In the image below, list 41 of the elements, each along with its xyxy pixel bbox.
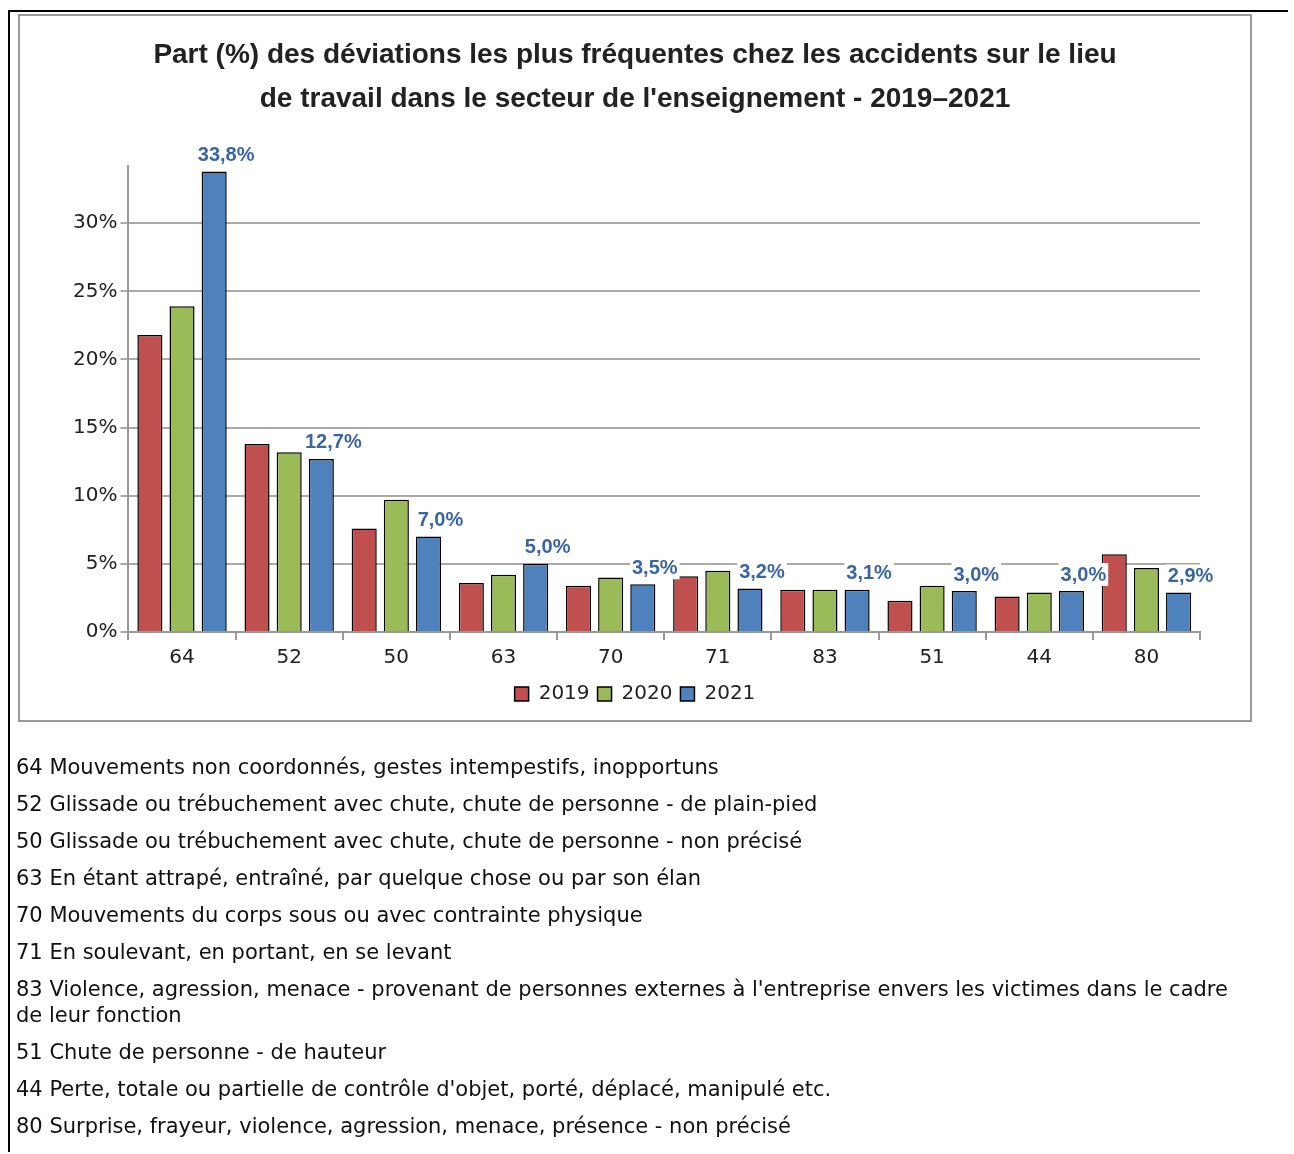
data-label: 5,0% xyxy=(524,535,571,558)
text: 52 Glissade ou trébuchement avec chute, chute de personne - de plain-pied xyxy=(16,791,819,817)
text: 63 En étant attrapé, entraîné, par quelque chose ou par son élan xyxy=(16,865,703,891)
y-tick-label: 5% xyxy=(85,550,118,575)
text: 71 En soulevant, en portant, en se levant xyxy=(16,939,453,965)
data-label: 3,1% xyxy=(846,561,893,584)
y-tick-label: 10% xyxy=(73,481,118,506)
text: 64 Mouvements non coordonnés, gestes intempestifs, inopportuns xyxy=(16,754,720,780)
text: 51 Chute de personne - de hauteur xyxy=(16,1039,388,1065)
x-tick-label: 71 xyxy=(705,644,731,669)
chart-title: Part (%) des déviations les plus fréquentes chez les accidents sur le lieu de travail dans le secteur de l'enseignement - 2019–2021 xyxy=(152,37,1118,115)
x-tick-label: 83 xyxy=(812,644,838,669)
y-tick-label: 0% xyxy=(85,618,118,643)
text: 83 Violence, agression, menace - provenant de personnes externes à l'entreprise envers les victimes dans le cadre de leur fonction xyxy=(16,976,1229,1028)
x-tick-label: 63 xyxy=(490,644,517,669)
x-tick-label: 70 xyxy=(597,644,624,669)
text: 80 Surprise, frayeur, violence, agression, menace, présence - non précisé xyxy=(16,1113,792,1139)
data-label: 12,7% xyxy=(304,430,362,453)
x-tick-label: 50 xyxy=(383,644,410,669)
y-tick-label: 20% xyxy=(73,345,118,370)
data-label: 33,8% xyxy=(197,142,255,165)
x-tick-label: 51 xyxy=(919,644,945,669)
x-tick-label: 64 xyxy=(169,644,195,669)
legend-label: 2021 xyxy=(704,680,756,705)
data-label: 7,0% xyxy=(417,508,464,531)
text: 44 Perte, totale ou partielle de contrôle d'objet, porté, déplacé, manipulé etc. xyxy=(16,1076,833,1102)
x-tick-label: 44 xyxy=(1026,644,1052,669)
data-label: 3,0% xyxy=(953,562,1000,585)
data-label: 3,2% xyxy=(739,559,785,582)
legend-label: 2019 xyxy=(538,680,590,705)
legend-label: 2020 xyxy=(621,680,673,705)
y-tick-label: 15% xyxy=(73,413,118,438)
data-label: 2,9% xyxy=(1167,564,1214,586)
x-tick-label: 52 xyxy=(276,644,302,669)
y-tick-label: 30% xyxy=(73,209,118,234)
text: 50 Glissade ou trébuchement avec chute, chute de personne - non précisé xyxy=(16,828,804,854)
text: 70 Mouvements du corps sous ou avec contrainte physique xyxy=(16,902,644,928)
x-tick-label: 80 xyxy=(1133,644,1160,669)
data-label: 3,0% xyxy=(1060,562,1107,585)
y-tick-label: 25% xyxy=(73,277,118,302)
data-label: 3,5% xyxy=(632,555,678,578)
